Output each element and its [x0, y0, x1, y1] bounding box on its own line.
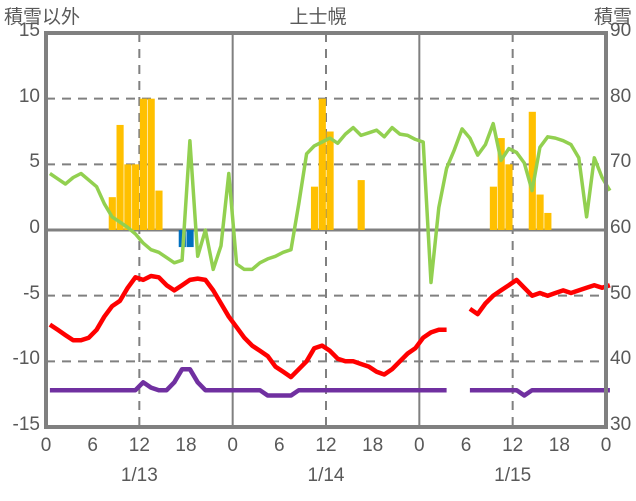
x-axis-hour-tick: 0 [227, 435, 238, 456]
y-axis-left-tick: 10 [18, 85, 40, 107]
x-axis-hour-tick: 12 [502, 435, 524, 456]
right-axis-title: 積雪 [593, 7, 632, 28]
x-axis-date-label: 1/15 [494, 465, 532, 486]
y-axis-right-tick: 60 [610, 217, 632, 238]
x-axis-hour-tick: 18 [362, 435, 384, 456]
x-axis-hour-tick: 18 [548, 435, 570, 456]
y-axis-left-tick: -5 [23, 282, 40, 304]
x-axis-hour-tick: 0 [600, 435, 612, 456]
y-axis-right-tick: 30 [610, 414, 632, 435]
series-lines-layer [48, 121, 612, 398]
x-axis-hour-tick: 0 [40, 435, 52, 456]
y-axis-left-tick: 15 [18, 20, 40, 41]
x-axis-date-label: 1/13 [120, 465, 158, 486]
y-axis-right-tick: 70 [610, 151, 632, 173]
x-axis-hour-tick: 12 [128, 435, 150, 456]
y-axis-right-tick: 40 [610, 348, 632, 370]
x-axis-hour-tick: 6 [274, 435, 285, 456]
x-axis-date-label: 1/14 [307, 465, 345, 486]
chart-title: 上士幌 [289, 7, 347, 28]
y-axis-left-tick: -10 [12, 348, 40, 370]
grid-layer [46, 33, 606, 427]
bars-layer [108, 98, 552, 248]
plot-frame [44, 31, 608, 429]
y-axis-right-tick: 50 [610, 282, 632, 304]
x-axis-hour-tick: 0 [414, 435, 425, 456]
y-axis-left-tick: 5 [29, 151, 40, 173]
x-axis-hour-tick: 6 [460, 435, 472, 456]
x-axis-hour-tick: 18 [175, 435, 197, 456]
y-axis-right-tick: 90 [610, 20, 632, 41]
y-axis-right-tick: 80 [610, 85, 632, 107]
y-axis-left-tick: -15 [12, 414, 40, 435]
left-axis-title: 積雪以外 [4, 7, 81, 28]
x-axis-hour-tick: 12 [315, 435, 337, 456]
x-axis-hour-tick: 6 [87, 435, 98, 456]
y-axis-left-tick: 0 [29, 217, 40, 238]
